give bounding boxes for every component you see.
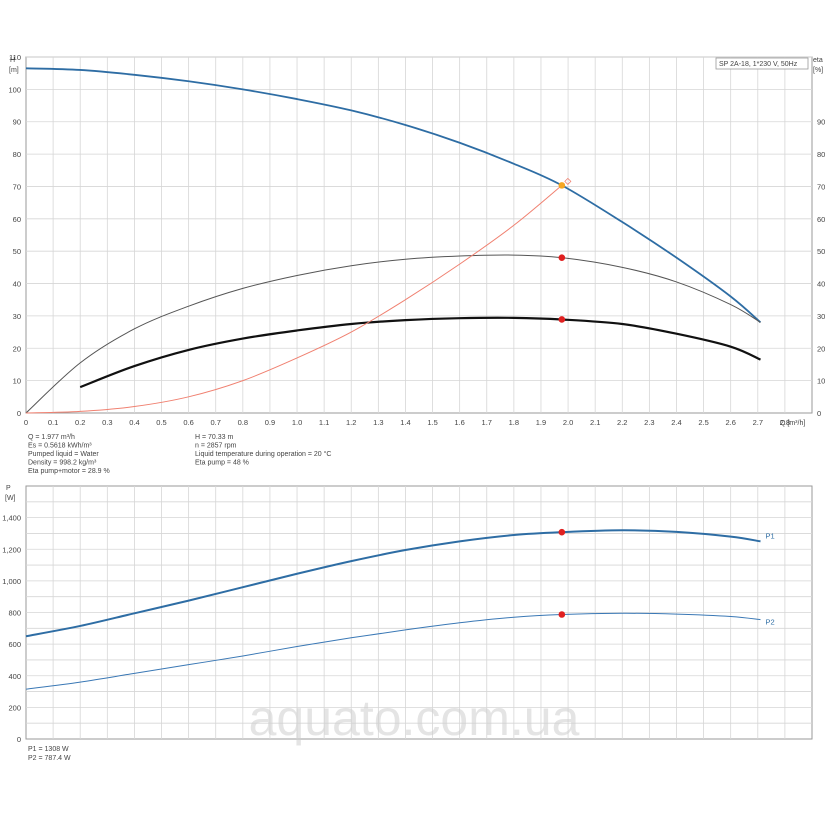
upper-left-tick-label: 110 xyxy=(9,53,21,62)
lower-series-line xyxy=(25,529,761,638)
upper-x-tick-label: 1.8 xyxy=(509,418,519,427)
upper-annotation: Pumped liquid = Water xyxy=(28,451,99,458)
upper-x-tick-label: 2.7 xyxy=(753,418,763,427)
upper-x-tick-label: 0.8 xyxy=(238,418,248,427)
upper-duty-point-marker xyxy=(558,254,566,261)
upper-right-tick-label: 20 xyxy=(817,344,825,353)
duty-point-diamond xyxy=(564,177,572,185)
upper-annotation: Liquid temperature during operation = 20… xyxy=(195,450,331,458)
upper-left-tick-label: 20 xyxy=(13,344,21,353)
upper-y-axis-label: H xyxy=(10,57,15,64)
upper-x-tick-label: 0.4 xyxy=(129,418,139,427)
upper-left-tick-label: 60 xyxy=(13,215,21,224)
upper-series-line xyxy=(25,67,762,324)
upper-x-tick-label: 2.5 xyxy=(698,418,708,427)
upper-x-tick-label: 0 xyxy=(24,418,28,427)
upper-right-tick-label: 60 xyxy=(817,215,825,224)
lower-y-axis-label: P xyxy=(6,485,11,492)
upper-x-tick-label: 1.2 xyxy=(346,418,356,427)
upper-x-tick-label: 1.9 xyxy=(536,418,546,427)
upper-right-tick-label: 40 xyxy=(817,280,825,289)
chart-title: SP 2A-18, 1*230 V, 50Hz xyxy=(719,61,798,68)
upper-x-tick-label: 1.3 xyxy=(373,418,383,427)
upper-annotation: Eta pump = 48 % xyxy=(195,460,249,467)
upper-x-tick-label: 0.5 xyxy=(156,418,166,427)
upper-x-tick-label: 1.7 xyxy=(482,418,492,427)
lower-y-tick-label: 600 xyxy=(8,640,21,649)
lower-y-axis-unit: [W] xyxy=(5,495,16,502)
lower-y-tick-label: 1,200 xyxy=(2,545,21,554)
upper-right-tick-label: 70 xyxy=(817,182,825,191)
upper-right-tick-label: 10 xyxy=(817,377,825,386)
upper-x-tick-label: 1.5 xyxy=(427,418,437,427)
lower-annotation: P2 = 787.4 W xyxy=(28,755,71,762)
upper-series-line xyxy=(25,254,761,414)
upper-plot-frame xyxy=(25,56,813,414)
lower-series-label: P2 xyxy=(766,618,775,627)
upper-duty-point-marker xyxy=(558,182,566,189)
upper-x-tick-label: 2.1 xyxy=(590,418,600,427)
upper-left-tick-label: 90 xyxy=(13,118,21,127)
upper-x-tick-label: 2.4 xyxy=(671,418,681,427)
upper-x-tick-label: 0.6 xyxy=(183,418,193,427)
upper-left-tick-label: 80 xyxy=(13,150,21,159)
upper-left-tick-label: 50 xyxy=(13,247,21,256)
upper-x-tick-label: 1.1 xyxy=(319,418,329,427)
upper-x-tick-label: 2.8 xyxy=(780,418,790,427)
upper-x-tick-label: 2.2 xyxy=(617,418,627,427)
upper-right-tick-label: 50 xyxy=(817,247,825,256)
upper-annotation: n = 2857 rpm xyxy=(195,443,237,450)
lower-y-tick-label: 1,000 xyxy=(2,577,21,586)
upper-left-tick-label: 0 xyxy=(17,409,21,418)
upper-annotation: Density = 998.2 kg/m³ xyxy=(28,460,97,467)
upper-x-tick-label: 1.6 xyxy=(454,418,464,427)
upper-left-tick-label: 70 xyxy=(13,182,21,191)
upper-y2-axis-unit: [%] xyxy=(813,67,823,74)
upper-duty-point-marker xyxy=(558,316,566,323)
title-box xyxy=(715,57,809,70)
lower-y-tick-label: 400 xyxy=(8,672,21,681)
upper-left-tick-label: 40 xyxy=(13,280,21,289)
upper-y2-axis-label: eta xyxy=(813,57,823,64)
upper-x-axis-label: Q [m³/h] xyxy=(780,420,805,427)
upper-x-tick-label: 0.3 xyxy=(102,418,112,427)
upper-series-line xyxy=(79,316,761,389)
upper-x-tick-label: 2.0 xyxy=(563,418,573,427)
lower-y-tick-label: 800 xyxy=(8,609,21,618)
upper-left-tick-label: 100 xyxy=(8,85,21,94)
upper-right-tick-label: 30 xyxy=(817,312,825,321)
upper-y-axis-unit: [m] xyxy=(9,67,19,74)
lower-y-tick-label: 1,400 xyxy=(2,514,21,523)
upper-x-tick-label: 2.3 xyxy=(644,418,654,427)
upper-annotation: H = 70.33 m xyxy=(195,434,233,441)
upper-x-tick-label: 2.6 xyxy=(725,418,735,427)
lower-duty-point-marker xyxy=(558,611,566,618)
lower-y-tick-label: 200 xyxy=(8,703,21,712)
upper-x-tick-label: 0.1 xyxy=(48,418,58,427)
upper-annotation: Q = 1.977 m³/h xyxy=(28,434,75,441)
lower-series-line xyxy=(25,612,761,690)
lower-series-label: P1 xyxy=(766,531,775,540)
lower-y-tick-label: 0 xyxy=(17,735,21,744)
upper-right-tick-label: 0 xyxy=(817,409,821,418)
upper-left-tick-label: 10 xyxy=(13,377,21,386)
lower-duty-point-marker xyxy=(558,528,566,536)
upper-right-tick-label: 80 xyxy=(817,150,825,159)
upper-annotation: Es = 0.5618 kWh/m³ xyxy=(28,443,92,450)
upper-left-tick-label: 30 xyxy=(13,312,21,321)
upper-x-tick-label: 0.9 xyxy=(265,418,275,427)
lower-annotation: P1 = 1308 W xyxy=(28,746,69,753)
upper-series-line xyxy=(25,185,563,414)
upper-x-tick-label: 0.2 xyxy=(75,418,85,427)
upper-annotation: Eta pump+motor = 28.9 % xyxy=(28,468,110,475)
upper-x-tick-label: 1.4 xyxy=(400,418,410,427)
watermark-text: aquato.com.ua xyxy=(249,690,580,746)
upper-x-tick-label: 1.0 xyxy=(292,418,302,427)
upper-right-tick-label: 90 xyxy=(817,118,825,127)
upper-x-tick-label: 0.7 xyxy=(211,418,221,427)
